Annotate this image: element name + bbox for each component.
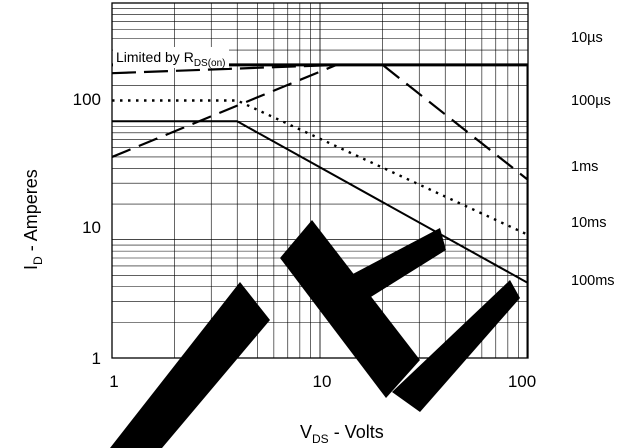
legend-label-100ms: 100ms: [571, 273, 615, 289]
watermark-stroke-4: [392, 280, 520, 412]
legend-label-10ms: 10ms: [571, 215, 606, 231]
rds-limit-prefix: Limited by R: [116, 49, 194, 65]
series-10ms-line: [112, 120, 528, 284]
series-100ms-line: [112, 63, 528, 358]
legend-label-1ms: 1ms: [571, 159, 598, 175]
y-axis-label-rest: - Amperes: [21, 169, 41, 256]
x-axis-label: VDS - Volts: [300, 422, 384, 446]
x-tick-10: 10: [313, 372, 332, 391]
series-1ms-line: [112, 99, 528, 236]
x-axis-label-main: V: [300, 422, 312, 442]
y-axis-label-main: I: [21, 265, 41, 270]
y-tick-10: 10: [82, 218, 101, 237]
watermark-stroke-1: [110, 282, 270, 448]
legend-label-10us: 10µs: [571, 30, 603, 46]
watermark: [110, 220, 520, 448]
plot-frame: [111, 2, 529, 359]
annotation-background: [113, 47, 229, 68]
watermark-stroke-3: [332, 228, 446, 310]
rds-limit-annotation: Limited by RDS(on): [116, 49, 226, 69]
x-axis-label-sub: DS: [312, 432, 329, 446]
x-axis-label-rest: - Volts: [329, 422, 384, 442]
series-lines: [112, 63, 528, 358]
legend-label-100us: 100µs: [571, 93, 611, 109]
y-axis-label: ID - Amperes: [21, 169, 45, 270]
y-tick-1: 1: [92, 349, 101, 368]
y-tick-100: 100: [73, 90, 101, 109]
y-axis-label-sub: D: [31, 256, 45, 265]
x-tick-1: 1: [109, 372, 118, 391]
x-tick-100: 100: [508, 372, 536, 391]
rds-limit-sub: DS(on): [194, 58, 226, 69]
